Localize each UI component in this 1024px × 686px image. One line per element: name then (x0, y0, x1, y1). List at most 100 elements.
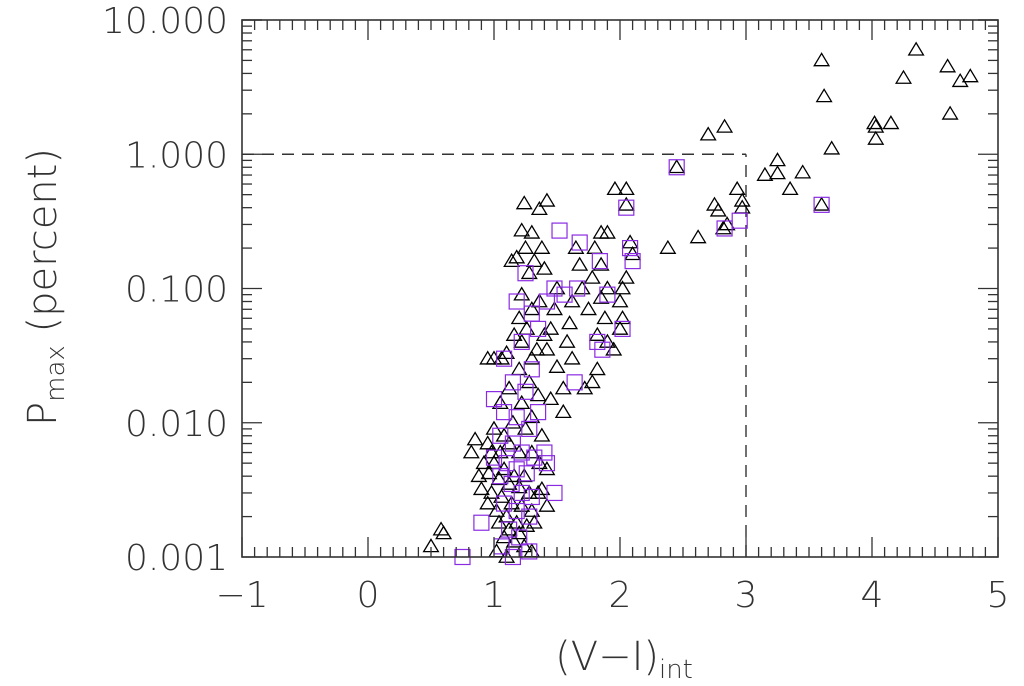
triangle-point (479, 495, 497, 510)
triangle-point (716, 118, 734, 133)
y-tick-label: 10.000 (102, 1, 228, 42)
triangle-point (867, 130, 885, 145)
triangle-point (513, 222, 531, 237)
triangle-point (432, 521, 450, 536)
square-point (621, 239, 639, 257)
triangle-point (781, 180, 799, 196)
square-point (498, 455, 515, 472)
triangle-point (617, 180, 635, 196)
triangle-point (939, 58, 957, 73)
square-point (523, 305, 540, 322)
triangle-point (573, 280, 591, 295)
square-point (731, 212, 748, 229)
triangle-point (500, 521, 518, 536)
triangle-point (823, 140, 841, 155)
triangle-point (533, 427, 551, 442)
square-point (485, 391, 503, 408)
triangle-point (941, 105, 959, 120)
triangle-point (706, 196, 723, 211)
triangle-point (733, 192, 751, 207)
triangle-point (583, 269, 601, 284)
triangle-point (513, 394, 531, 410)
x-tick-label: 3 (735, 575, 758, 616)
triangle-point (520, 264, 538, 280)
square-point (517, 265, 534, 282)
triangle-point (592, 289, 610, 304)
square-point (508, 502, 525, 520)
triangle-point (533, 239, 551, 254)
square-point (529, 404, 547, 421)
triangle-point (813, 196, 831, 211)
triangle-point (523, 408, 541, 424)
square-point (668, 159, 685, 176)
triangle-point (538, 192, 556, 207)
triangle-point (586, 239, 604, 254)
triangle-point (505, 533, 523, 548)
square-point (566, 374, 583, 391)
triangle-point (490, 470, 508, 486)
square-point (538, 455, 556, 472)
triangle-point (462, 444, 480, 459)
square-point (614, 320, 631, 338)
triangle-point (479, 350, 497, 365)
square-point (529, 320, 547, 338)
triangle-point (815, 88, 833, 103)
y-axis-label: Pmax (percent) (20, 148, 71, 426)
triangle-point (882, 115, 900, 130)
triangle-point (794, 164, 812, 179)
triangle-point (533, 480, 551, 496)
square-point (521, 420, 538, 437)
triangle-point (596, 310, 614, 325)
triangle-point (491, 444, 509, 459)
triangle-point (538, 497, 556, 512)
triangle-point (611, 320, 629, 335)
triangle-point (529, 484, 547, 499)
triangle-point (548, 358, 566, 373)
triangle-point (520, 374, 538, 389)
triangle-point (563, 293, 581, 308)
triangle-point (530, 200, 548, 216)
triangle-point (592, 256, 610, 271)
square-point (508, 409, 525, 426)
square-point (526, 449, 543, 466)
triangle-point (714, 220, 732, 235)
triangle-point (606, 180, 624, 196)
triangle-point (479, 435, 497, 450)
square-point (624, 252, 641, 270)
triangle-point (525, 514, 543, 529)
square-point (571, 234, 588, 251)
triangle-point (493, 350, 511, 365)
triangle-point (475, 454, 493, 470)
axis-ticks (241, 19, 999, 558)
square-point (523, 488, 540, 506)
triangle-point (563, 350, 581, 365)
triangle-point (699, 126, 717, 141)
square-point (591, 252, 608, 270)
triangle-point (515, 538, 533, 553)
triangle-point (614, 310, 632, 325)
square-point (473, 514, 490, 531)
square-point (521, 543, 538, 560)
triangle-point (535, 326, 553, 341)
data-points (422, 41, 979, 566)
triangle-point (505, 467, 523, 483)
triangle-point (718, 216, 736, 231)
triangle-point (523, 502, 541, 517)
triangle-point (951, 72, 969, 88)
square-point (813, 196, 830, 213)
y-tick-label: 1.000 (125, 135, 228, 176)
triangle-point (500, 380, 518, 395)
square-point (523, 361, 540, 378)
x-tick-label: −1 (215, 575, 268, 616)
triangle-point (482, 444, 500, 459)
triangle-point (621, 234, 639, 249)
square-point (551, 222, 568, 239)
triangle-point (866, 115, 884, 130)
square-point (513, 333, 530, 351)
square-point (517, 383, 534, 400)
square-point (594, 341, 611, 358)
triangle-point (907, 41, 925, 56)
triangle-point (561, 315, 579, 330)
triangle-point (510, 525, 528, 540)
